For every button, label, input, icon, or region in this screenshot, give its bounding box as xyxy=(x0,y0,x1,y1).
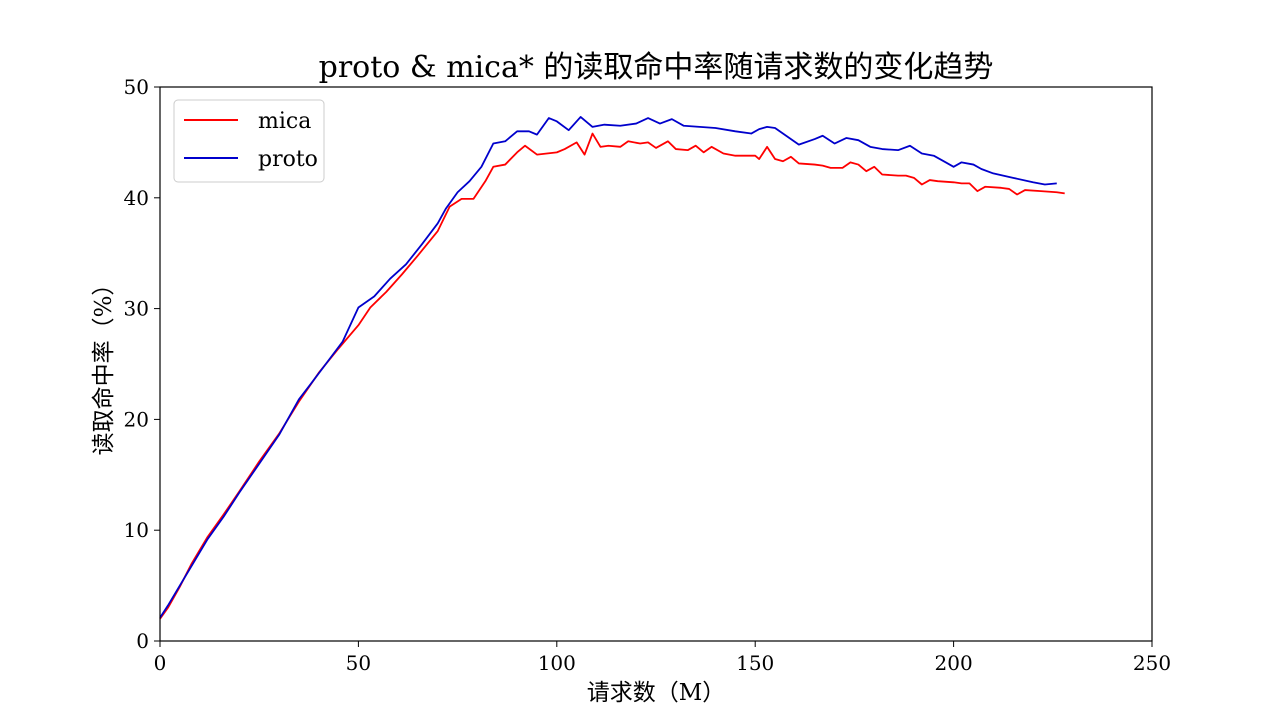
y-axis-label: 读取命中率（%） xyxy=(91,273,117,456)
series-line-mica xyxy=(159,132,1065,620)
plot-frame xyxy=(159,86,1153,642)
x-axis-label: 请求数（M） xyxy=(587,680,726,706)
y-tick-label: 10 xyxy=(124,518,149,542)
x-axis-ticks: 0 50 100 150 200 250 xyxy=(154,641,1171,675)
series-layer xyxy=(159,116,1065,620)
y-tick-label: 0 xyxy=(136,629,149,653)
series-line-proto xyxy=(159,116,1057,619)
legend: mica proto xyxy=(173,99,325,183)
y-axis-ticks: 0 10 20 30 40 50 xyxy=(124,75,160,653)
x-tick-label: 50 xyxy=(346,651,371,675)
x-tick-label: 150 xyxy=(736,651,774,675)
y-tick-label: 50 xyxy=(124,75,149,99)
y-tick-label: 40 xyxy=(124,186,149,210)
x-tick-label: 200 xyxy=(935,651,973,675)
x-tick-label: 0 xyxy=(154,651,167,675)
y-tick-label: 30 xyxy=(124,297,149,321)
chart-title: proto & mica* 的读取命中率随请求数的变化趋势 xyxy=(319,50,994,85)
legend-proto-label: proto xyxy=(258,147,318,172)
x-tick-label: 100 xyxy=(538,651,576,675)
x-tick-label: 250 xyxy=(1133,651,1171,675)
y-tick-label: 20 xyxy=(124,407,149,431)
legend-mica-label: mica xyxy=(258,109,311,134)
